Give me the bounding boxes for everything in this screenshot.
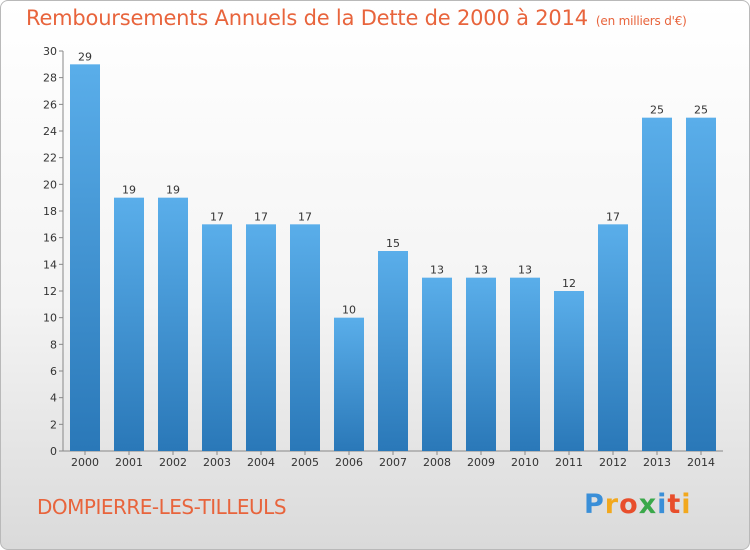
y-tick-label: 8 (50, 338, 57, 351)
x-tick-label: 2013 (643, 456, 671, 469)
x-tick-label: 2010 (511, 456, 539, 469)
data-label: 17 (298, 210, 312, 223)
logo-letter: o (619, 489, 639, 520)
data-label: 10 (342, 304, 356, 317)
place-name: DOMPIERRE-LES-TILLEULS (37, 495, 287, 519)
data-label: 17 (606, 210, 620, 223)
bar-2005 (290, 224, 320, 451)
bar-2004 (246, 224, 276, 451)
x-tick-label: 2003 (203, 456, 231, 469)
bar-2007 (378, 251, 408, 451)
data-label: 17 (254, 210, 268, 223)
logo-letter: P (584, 489, 605, 520)
y-tick-label: 2 (50, 418, 57, 431)
logo-letter: t (667, 489, 682, 520)
logo-letter: r (604, 489, 620, 520)
bars (70, 64, 716, 452)
proxiti-logo: Proxiti (584, 489, 692, 520)
data-labels: 29 19 19 17 17 17 10 15 13 13 13 12 17 25 25 (78, 50, 708, 316)
data-label: 19 (122, 184, 136, 197)
bar-2001 (114, 197, 144, 451)
logo-letter: i (657, 489, 668, 520)
bar-2009 (466, 277, 496, 451)
y-tick-label: 24 (43, 125, 57, 138)
data-label: 13 (430, 264, 444, 277)
y-tick-label: 12 (43, 285, 57, 298)
data-label: 13 (474, 264, 488, 277)
y-tick-label: 18 (43, 205, 57, 218)
y-tick-label: 0 (50, 445, 57, 458)
y-tick-label: 6 (50, 365, 57, 378)
data-label: 12 (562, 277, 576, 290)
x-tick-label: 2001 (115, 456, 143, 469)
x-tick-label: 2007 (379, 456, 407, 469)
bar-2003 (202, 224, 232, 451)
x-tick-label: 2002 (159, 456, 187, 469)
x-tick-label: 2005 (291, 456, 319, 469)
bar-2006 (334, 317, 364, 451)
x-tick-label: 2014 (687, 456, 715, 469)
x-tick-label: 2012 (599, 456, 627, 469)
y-tick-label: 22 (43, 152, 57, 165)
bar-2014 (686, 117, 716, 452)
x-tick-label: 2008 (423, 456, 451, 469)
x-tick-label: 2000 (71, 456, 99, 469)
x-axis: 2000 2001 2002 2003 2004 2005 2006 2007 2008 2009… (63, 450, 723, 469)
bar-2012 (598, 224, 628, 451)
data-label: 17 (210, 210, 224, 223)
data-label: 13 (518, 264, 532, 277)
bar-2011 (554, 291, 584, 451)
chart-unit: (en milliers d'€) (595, 14, 687, 28)
bar-2008 (422, 277, 452, 451)
bar-2013 (642, 117, 672, 452)
chart-title-text: Remboursements Annuels de la Dette de 20… (26, 6, 588, 30)
bar-2000 (70, 64, 100, 452)
y-tick-label: 26 (43, 98, 57, 111)
data-label: 29 (78, 50, 92, 63)
x-tick-label: 2006 (335, 456, 363, 469)
x-tick-label: 2009 (467, 456, 495, 469)
x-tick-label: 2011 (555, 456, 583, 469)
y-tick-label: 4 (50, 392, 57, 405)
data-label: 15 (386, 237, 400, 250)
x-tick-label: 2004 (247, 456, 275, 469)
y-tick-label: 10 (43, 312, 57, 325)
y-tick-label: 28 (43, 72, 57, 85)
bar-2010 (510, 277, 540, 451)
logo-letter: x (638, 489, 658, 520)
y-tick-label: 30 (43, 45, 57, 58)
bar-2002 (158, 197, 188, 451)
data-label: 25 (650, 104, 664, 117)
logo-letter: i (681, 489, 692, 520)
data-label: 25 (694, 104, 708, 117)
chart-title: Remboursements Annuels de la Dette de 20… (26, 6, 687, 30)
y-tick-label: 14 (43, 258, 57, 271)
y-tick-label: 20 (43, 178, 57, 191)
data-label: 19 (166, 184, 180, 197)
y-tick-label: 16 (43, 232, 57, 245)
